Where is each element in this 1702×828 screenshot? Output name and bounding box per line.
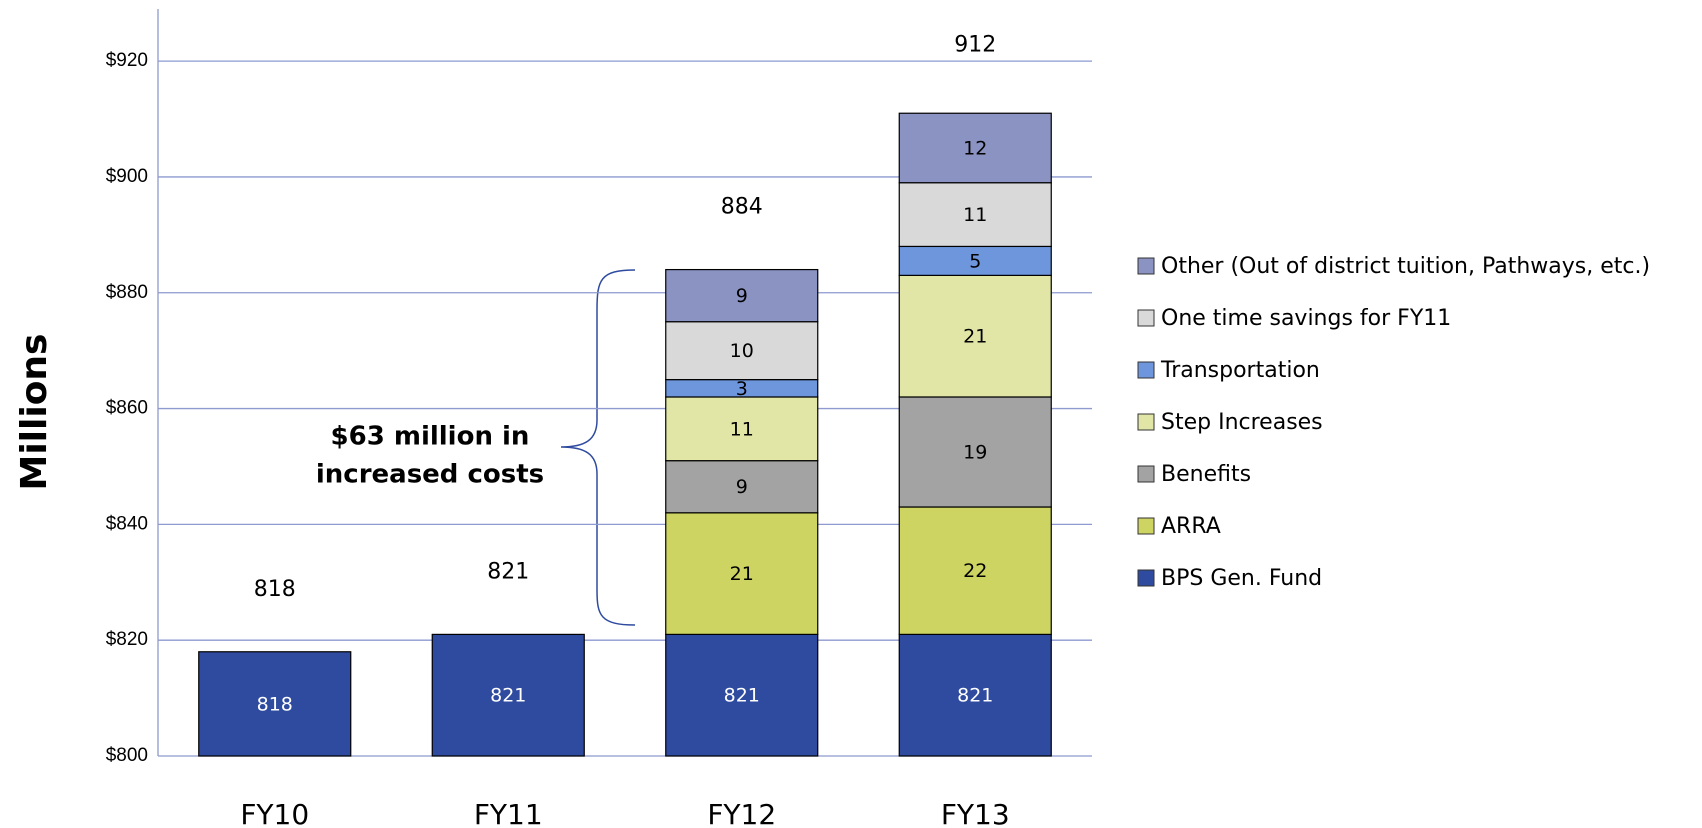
bar-segment xyxy=(198,651,352,757)
bar-segment xyxy=(898,274,1052,398)
data-label: 21 xyxy=(730,563,754,585)
bar-segment xyxy=(898,112,1052,184)
legend-swatch xyxy=(1137,569,1155,587)
data-label: 821 xyxy=(724,685,760,707)
bar-segment xyxy=(665,633,819,757)
data-label: 22 xyxy=(963,560,987,582)
total-label: 818 xyxy=(254,577,296,602)
y-tick-label: $800 xyxy=(106,745,148,766)
bar-segment xyxy=(665,268,819,323)
data-label: 821 xyxy=(957,685,993,707)
data-label: 821 xyxy=(490,685,526,707)
legend-swatch xyxy=(1137,309,1155,327)
bar-segment xyxy=(431,633,585,757)
legend-label: BPS Gen. Fund xyxy=(1161,566,1322,591)
legend-label: Step Increases xyxy=(1161,410,1323,435)
total-label: 912 xyxy=(954,32,996,57)
brace xyxy=(560,269,636,626)
legend-label: One time savings for FY11 xyxy=(1161,306,1451,331)
bar-segment xyxy=(898,506,1052,635)
legend-label: Benefits xyxy=(1161,462,1251,487)
bar-segment xyxy=(898,396,1052,508)
legend-label: Other (Out of district tuition, Pathways… xyxy=(1161,254,1650,279)
annotation: increased costs xyxy=(316,460,544,490)
data-label: 11 xyxy=(963,204,987,226)
bar-segment xyxy=(898,245,1052,276)
x-tick-label: FY11 xyxy=(474,798,543,828)
legend-swatch xyxy=(1137,257,1155,275)
y-tick-label: $880 xyxy=(106,282,148,303)
data-label: 11 xyxy=(730,418,754,440)
legend-swatch xyxy=(1137,361,1155,379)
x-tick-label: FY10 xyxy=(240,798,309,828)
data-label: 21 xyxy=(963,326,987,348)
y-axis-title: Millions xyxy=(14,334,55,491)
y-tick-label: $900 xyxy=(106,166,148,187)
data-label: 9 xyxy=(736,476,748,498)
legend-swatch xyxy=(1137,413,1155,431)
y-tick-label: $860 xyxy=(106,398,148,419)
data-label: 19 xyxy=(963,441,987,463)
y-tick-label: $920 xyxy=(106,50,148,71)
bar-segment xyxy=(665,460,819,514)
legend-label: ARRA xyxy=(1161,514,1221,539)
data-label: 5 xyxy=(969,250,981,272)
legend-swatch xyxy=(1137,517,1155,535)
total-label: 821 xyxy=(487,559,529,584)
legend-label: Transportation xyxy=(1160,358,1320,383)
annotation: $63 million in xyxy=(331,422,530,452)
x-tick-label: FY13 xyxy=(941,798,1010,828)
x-tick-label: FY12 xyxy=(707,798,776,828)
legend-swatch xyxy=(1137,465,1155,483)
bar-segment xyxy=(898,633,1052,757)
data-label: 12 xyxy=(963,137,987,159)
data-label: 10 xyxy=(730,340,754,362)
total-label: 884 xyxy=(721,195,763,220)
data-label: 818 xyxy=(257,693,293,715)
bar-segment xyxy=(665,512,819,635)
y-tick-label: $840 xyxy=(106,513,148,534)
data-label: 3 xyxy=(736,378,748,400)
y-tick-label: $820 xyxy=(106,629,148,650)
data-label: 9 xyxy=(736,285,748,307)
